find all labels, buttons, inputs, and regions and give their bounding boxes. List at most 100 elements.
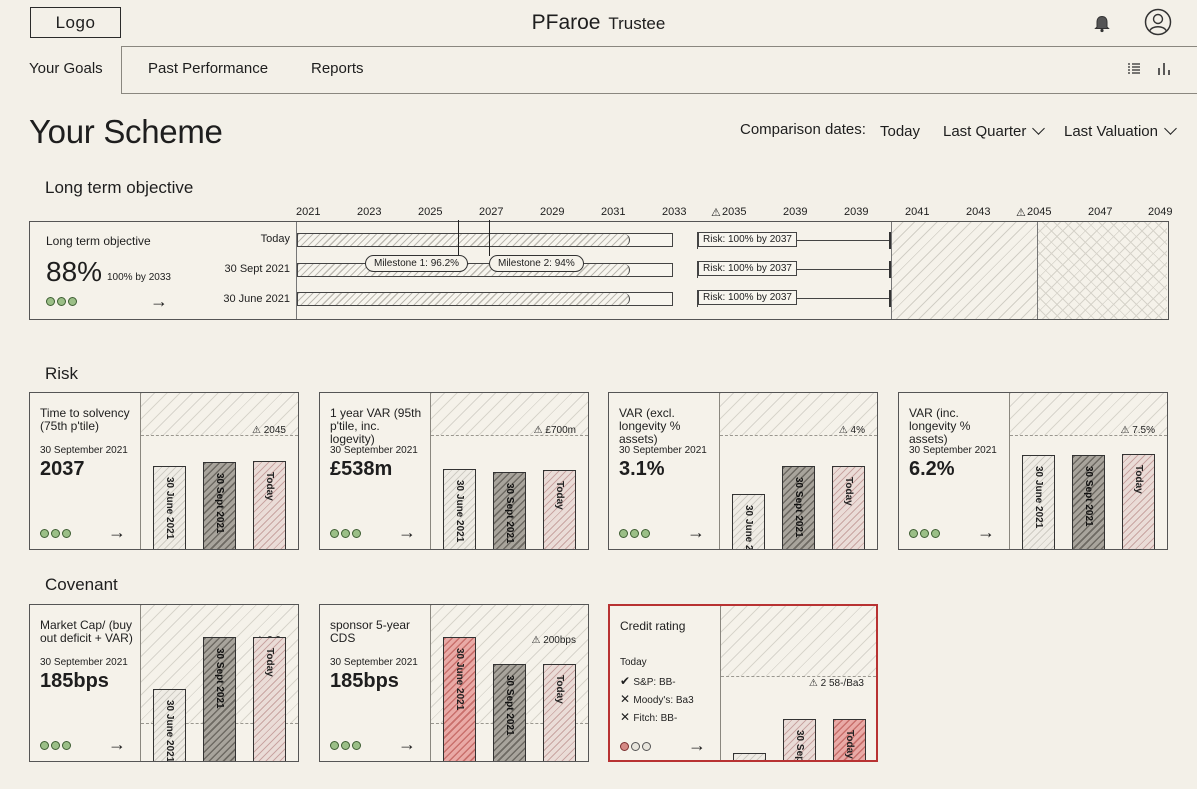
status-dot xyxy=(352,529,361,538)
warning-icon: ⚠ xyxy=(533,425,546,436)
risk-card[interactable]: VAR (inc. longevity % assets) 30 Septembe… xyxy=(898,392,1168,550)
risk-line xyxy=(793,240,889,241)
app-title: PFaroe Trustee xyxy=(0,11,1197,35)
arrow-right-icon[interactable]: → xyxy=(398,734,416,754)
arrow-right-icon[interactable]: → xyxy=(108,734,126,754)
card-value: 185bps xyxy=(330,670,399,692)
arrow-right-icon[interactable]: → xyxy=(687,522,705,542)
chart-bar[interactable]: 30 June 2021 xyxy=(153,689,186,761)
comparison-last-valuation-dropdown[interactable]: Last Valuation xyxy=(1064,122,1177,140)
bar-label: Today xyxy=(1133,465,1144,494)
status-dot xyxy=(40,529,49,538)
credit-rating-item: ✔ S&P: BB- xyxy=(620,673,694,691)
milestone-marker-line xyxy=(489,220,490,256)
chart-bar[interactable]: 30 Sept 2021 xyxy=(493,664,526,761)
chart-bar[interactable]: 30 June 2021 xyxy=(153,466,186,549)
chart-bar[interactable]: Today xyxy=(253,637,286,761)
credit-rating-item: ✕ Fitch: BB- xyxy=(620,709,694,727)
chart-bar[interactable]: Today xyxy=(543,664,576,761)
risk-card[interactable]: VAR (excl. longevity % assets) 30 Septemb… xyxy=(608,392,878,550)
status-dot xyxy=(40,741,49,750)
arrow-right-icon[interactable]: → xyxy=(977,522,995,542)
list-view-icon[interactable] xyxy=(1127,62,1141,81)
page-title: Your Scheme xyxy=(29,113,223,150)
bar-label: Today xyxy=(264,648,275,677)
user-avatar-icon[interactable] xyxy=(1144,8,1172,41)
chart-bar[interactable]: 30 Sept 2021 xyxy=(783,719,816,760)
timeline-divider xyxy=(1037,222,1038,319)
milestone-2-tag[interactable]: Milestone 2: 94% xyxy=(489,255,584,272)
arrow-right-icon[interactable]: → xyxy=(688,735,706,755)
credit-rating-list: ✔ S&P: BB- ✕ Moody's: Ba3 ✕ Fitch: BB- xyxy=(620,673,694,727)
risk-tag: Risk: 100% by 2037 xyxy=(698,261,797,276)
chart-bar[interactable]: 30 Sept 2021 xyxy=(203,637,236,761)
card-date: 30 September 2021 xyxy=(40,657,128,668)
chart-bar[interactable]: 30 June 2021 xyxy=(1022,455,1055,549)
timeline-year-label: 2035 xyxy=(722,206,747,218)
chart-view-icon[interactable] xyxy=(1157,62,1171,81)
chart-bar[interactable]: 30 June 2021 xyxy=(443,637,476,761)
chart-target-marker: ⚠ £700m xyxy=(534,425,576,436)
tab-your-goals[interactable]: Your Goals xyxy=(29,60,103,77)
chart-target-marker: ⚠ 4% xyxy=(839,425,865,436)
timeline-progress-bar xyxy=(297,292,673,306)
comparison-last-quarter-dropdown[interactable]: Last Quarter xyxy=(943,122,1046,140)
chart-bar[interactable]: 30 June 2021 xyxy=(733,753,766,760)
lto-status-dots xyxy=(46,297,77,306)
risk-card[interactable]: 1 year VAR (95th p'tile, inc. logevity) 3… xyxy=(319,392,589,550)
status-dot xyxy=(341,741,350,750)
credit-rating-text: Fitch: BB- xyxy=(633,713,678,724)
arrow-right-icon[interactable]: → xyxy=(108,522,126,542)
status-dots xyxy=(330,741,361,750)
status-dot xyxy=(620,742,629,751)
risk-card[interactable]: Time to solvency (75th p'tile) 30 Septemb… xyxy=(29,392,299,550)
status-dots xyxy=(619,529,650,538)
bar-label: 30 Sept 2021 xyxy=(793,477,804,538)
chart-bar[interactable]: 30 Sept 2021 xyxy=(203,462,236,549)
chart-target-marker: ⚠ 2045 xyxy=(252,425,286,436)
check-icon: ✔ xyxy=(620,674,634,688)
timeline-year-label: 2023 xyxy=(357,206,382,218)
credit-rating-card[interactable]: Credit rating Today ✔ S&P: BB- ✕ Moody's: B… xyxy=(608,604,878,762)
timeline-risk-segment: Risk: 100% by 2037 xyxy=(697,261,891,278)
timeline-year-label: 2043 xyxy=(966,206,991,218)
timeline-crosshatched-region xyxy=(1037,222,1167,319)
logo[interactable]: Logo xyxy=(30,7,121,38)
lto-value: 88% xyxy=(46,256,103,287)
chart-bar[interactable]: Today xyxy=(543,470,576,549)
card-bar-chart: ⚠ 2045 30 June 2021 30 Sept 2021 Today xyxy=(140,393,298,549)
tab-past-performance[interactable]: Past Performance xyxy=(148,60,269,77)
header-divider xyxy=(0,46,1197,47)
chart-bar[interactable]: Today xyxy=(833,719,866,760)
milestone-1-tag[interactable]: Milestone 1: 96.2% xyxy=(365,255,469,272)
status-dot xyxy=(619,529,628,538)
chevron-down-icon xyxy=(1164,122,1177,135)
covenant-card[interactable]: Market Cap/ (buy out deficit + VAR) 30 Se… xyxy=(29,604,299,762)
card-value: 3.1% xyxy=(619,458,665,480)
section-title-covenant: Covenant xyxy=(45,575,118,594)
chart-bar[interactable]: Today xyxy=(832,466,865,549)
bell-icon[interactable] xyxy=(1092,13,1112,38)
comparison-today[interactable]: Today xyxy=(880,123,921,140)
chart-bar[interactable]: 30 June 2021 xyxy=(732,494,765,549)
status-dot xyxy=(341,529,350,538)
arrow-right-icon[interactable]: → xyxy=(150,291,168,311)
bar-label: 30 Sept 2021 xyxy=(794,730,805,760)
warning-icon: ⚠ xyxy=(1016,207,1026,219)
card-date: 30 September 2021 xyxy=(619,445,707,456)
chart-bar[interactable]: 30 Sept 2021 xyxy=(493,472,526,549)
chart-bar[interactable]: 30 Sept 2021 xyxy=(1072,455,1105,549)
covenant-card[interactable]: sponsor 5-year CDS 30 September 2021 185bp… xyxy=(319,604,589,762)
chart-bar[interactable]: 30 Sept 2021 xyxy=(782,466,815,549)
timeline-year-label: 2049 xyxy=(1148,206,1173,218)
card-value: 2037 xyxy=(40,458,85,480)
bar-label: 30 Sept 2021 xyxy=(214,473,225,534)
timeline-left-divider xyxy=(296,222,297,319)
tab-reports[interactable]: Reports xyxy=(311,60,364,77)
chart-bar[interactable]: Today xyxy=(253,461,286,549)
arrow-right-icon[interactable]: → xyxy=(398,522,416,542)
chart-bar[interactable]: 30 June 2021 xyxy=(443,469,476,549)
chart-bar[interactable]: Today xyxy=(1122,454,1155,549)
cross-icon: ✕ xyxy=(620,692,634,706)
